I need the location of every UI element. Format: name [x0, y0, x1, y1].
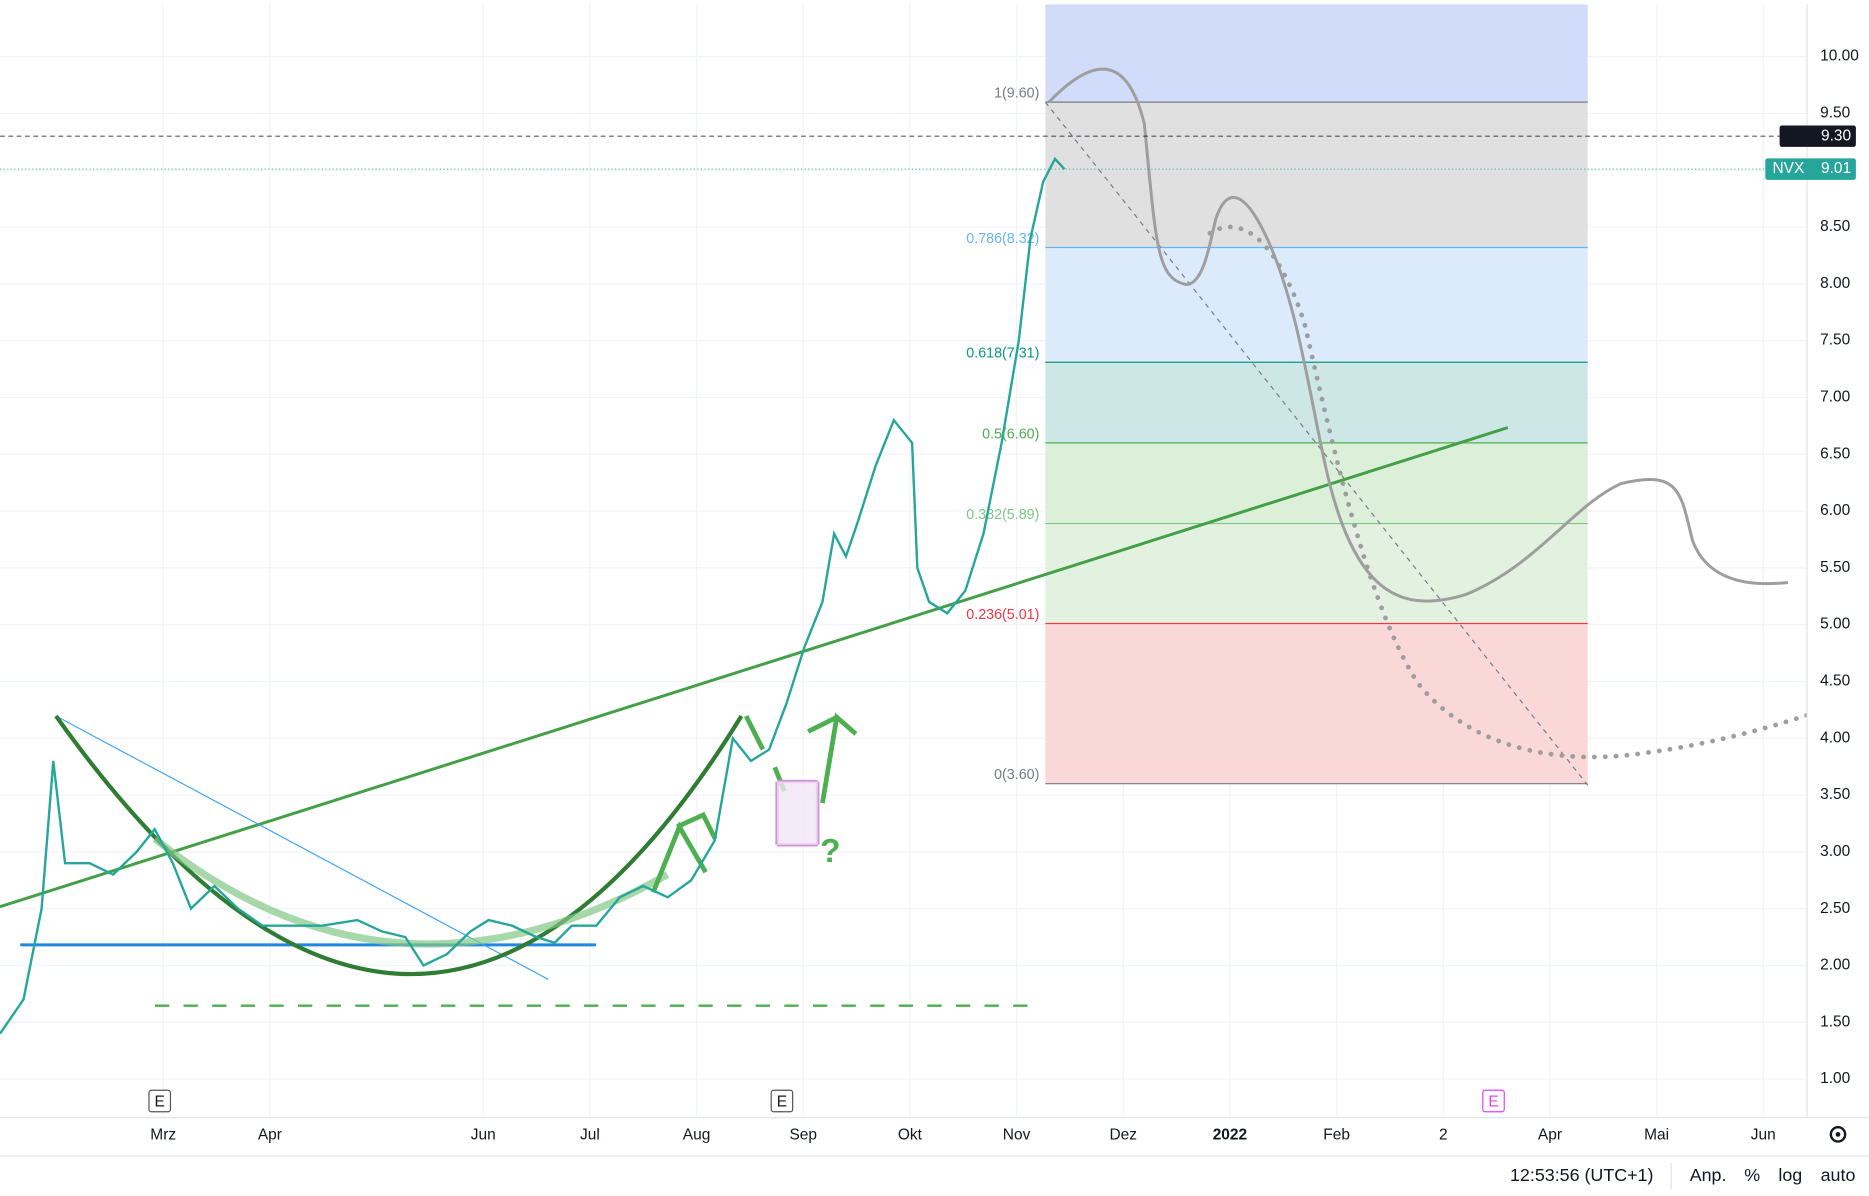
projection-curve [1047, 67, 1789, 603]
price-badge [1779, 125, 1856, 147]
x-tick-label: Jul [580, 1127, 600, 1144]
earnings-label: E [1488, 1093, 1498, 1110]
button[interactable]: % [1744, 1165, 1760, 1185]
fib-label: 0.5(6.60) [982, 426, 1039, 442]
y-tick-label: 9.50 [1820, 105, 1850, 122]
button[interactable]: log [1778, 1165, 1802, 1185]
x-tick-label: Apr [1538, 1127, 1562, 1144]
x-tick-label: Aug [683, 1127, 711, 1144]
fib-label: 0.236(5.01) [966, 607, 1039, 623]
x-tick-label: Mai [1644, 1127, 1669, 1144]
button[interactable]: Anp. [1690, 1165, 1727, 1185]
y-tick-label: 5.00 [1820, 616, 1850, 633]
badge-value: 9.30 [1821, 127, 1851, 144]
x-tick-label: Dez [1109, 1127, 1137, 1144]
y-tick-label: 2.50 [1820, 900, 1850, 917]
trend-line [0, 426, 1509, 909]
badge-value: 9.01 [1821, 160, 1851, 177]
annotation: ? [820, 833, 840, 870]
arrows [650, 712, 858, 894]
fib-label: 0.618(7.31) [966, 346, 1039, 362]
y-tick-label: 4.50 [1820, 673, 1850, 690]
x-tick-label: 2022 [1213, 1127, 1247, 1144]
x-tick-label: Apr [258, 1127, 282, 1144]
fib-top-zone [1045, 4, 1588, 103]
x-tick-label: Okt [898, 1127, 923, 1144]
badge-name: NVX [1772, 160, 1804, 177]
y-tick-label: 5.50 [1820, 559, 1850, 576]
x-tick-label: Sep [789, 1127, 817, 1144]
x-tick-label: Feb [1323, 1127, 1350, 1144]
y-tick-label: 3.50 [1820, 786, 1850, 803]
clock: 12:53:56 (UTC+1) [1510, 1165, 1653, 1185]
earnings-marker[interactable]: E [770, 1089, 794, 1113]
y-tick-label: 8.00 [1820, 275, 1850, 292]
price-line [0, 156, 1066, 1035]
x-tick-label: 2 [1439, 1127, 1448, 1144]
y-tick-label: 6.50 [1820, 445, 1850, 462]
fib-zone [1045, 523, 1588, 624]
earnings-label: E [777, 1093, 787, 1110]
x-tick-label: Jun [471, 1127, 496, 1144]
axes: 1.00 1.50 2.00 2.50 3.00 3.50 4.00 4.50 5.00 5.50… [150, 48, 1859, 1144]
x-tick-label: Nov [1003, 1127, 1031, 1144]
earnings-marker[interactable]: E [148, 1089, 172, 1113]
plot [0, 135, 1808, 1035]
y-tick-label: 2.00 [1820, 957, 1850, 974]
fib-label: 0.786(8.32) [966, 231, 1039, 247]
dotted-projection [1207, 224, 1815, 760]
range-fill [777, 781, 818, 845]
fib-zone [1045, 102, 1588, 248]
fib-label: 1(9.60) [994, 86, 1039, 102]
earnings-marker[interactable]: E [1482, 1089, 1505, 1113]
fib-zone [1045, 623, 1588, 784]
y-tick-label: 7.00 [1820, 389, 1850, 406]
x-tick-label: Mrz [150, 1127, 176, 1144]
y-tick-label: 1.00 [1820, 1070, 1850, 1087]
fib-label: 0.382(5.89) [966, 507, 1039, 523]
y-tick-label: 4.00 [1820, 729, 1850, 746]
fib-zone [1045, 247, 1588, 363]
y-tick-label: 1.50 [1820, 1013, 1850, 1030]
earnings-label: E [155, 1093, 165, 1110]
y-tick-label: 6.00 [1820, 502, 1850, 519]
y-axis-bg [1807, 4, 1869, 1192]
button[interactable]: auto [1821, 1165, 1856, 1185]
fib-label: 0(3.60) [994, 767, 1039, 783]
y-tick-label: 3.00 [1820, 843, 1850, 860]
fib-trend-line [1044, 101, 1589, 786]
smooth-curve [152, 835, 670, 948]
settings-icon[interactable] [1829, 1126, 1847, 1143]
y-tick-label: 8.50 [1820, 218, 1850, 235]
x-tick-label: Jun [1751, 1127, 1776, 1144]
fib-retracement: 1(9.60) 0.786(8.32) 0.618(7.31) 0.5(6.60) 0.… [966, 86, 1588, 785]
price-badge [1765, 158, 1856, 180]
fib-zone [1045, 362, 1588, 443]
fib-zone [1045, 442, 1588, 524]
y-tick-label: 10.00 [1820, 48, 1859, 65]
y-tick-label: 7.50 [1820, 332, 1850, 349]
